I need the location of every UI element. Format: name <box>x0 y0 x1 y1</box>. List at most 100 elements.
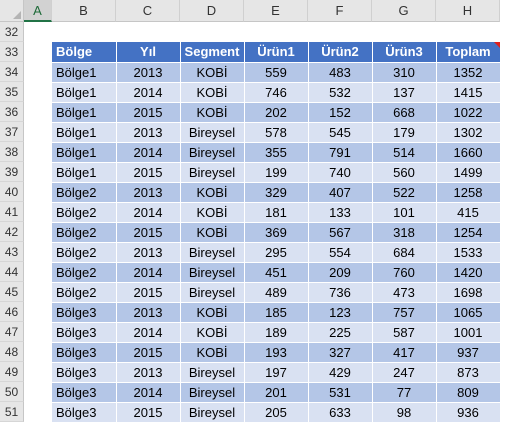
header-yil[interactable]: Yıl <box>116 42 181 63</box>
cell-toplam[interactable]: 415 <box>436 202 501 223</box>
row-header[interactable]: 51 <box>0 402 24 422</box>
column-header-e[interactable]: E <box>244 0 308 22</box>
cell-urun3[interactable]: 760 <box>372 262 437 283</box>
row-header[interactable]: 36 <box>0 102 24 122</box>
column-header-h[interactable]: H <box>436 0 500 22</box>
row-header[interactable]: 45 <box>0 282 24 302</box>
cell-segment[interactable]: Bireysel <box>180 242 245 263</box>
cell-urun3[interactable]: 98 <box>372 402 437 423</box>
cell-toplam[interactable]: 1258 <box>436 182 501 203</box>
cell-urun2[interactable]: 123 <box>308 302 373 323</box>
cell-urun1[interactable]: 199 <box>244 162 309 183</box>
cell-urun3[interactable]: 310 <box>372 62 437 83</box>
cell-bolge[interactable]: Bölge3 <box>52 362 117 383</box>
cell-urun3[interactable]: 757 <box>372 302 437 323</box>
cell-yil[interactable]: 2014 <box>116 262 181 283</box>
cell-bolge[interactable]: Bölge1 <box>52 102 117 123</box>
cell-bolge[interactable]: Bölge3 <box>52 342 117 363</box>
cell-toplam[interactable]: 1420 <box>436 262 501 283</box>
row-header[interactable]: 50 <box>0 382 24 402</box>
cell-urun1[interactable]: 202 <box>244 102 309 123</box>
cell-bolge[interactable]: Bölge2 <box>52 182 117 203</box>
cell-urun2[interactable]: 327 <box>308 342 373 363</box>
cell-segment[interactable]: KOBİ <box>180 62 245 83</box>
cell-segment[interactable]: KOBİ <box>180 222 245 243</box>
cell-urun2[interactable]: 225 <box>308 322 373 343</box>
cell-yil[interactable]: 2015 <box>116 162 181 183</box>
cell-urun1[interactable]: 355 <box>244 142 309 163</box>
cell-urun2[interactable]: 545 <box>308 122 373 143</box>
cell-urun1[interactable]: 185 <box>244 302 309 323</box>
cell-segment[interactable]: KOBİ <box>180 342 245 363</box>
cell-bolge[interactable]: Bölge2 <box>52 242 117 263</box>
cell-urun3[interactable]: 77 <box>372 382 437 403</box>
cell-urun2[interactable]: 532 <box>308 82 373 103</box>
row-header[interactable]: 37 <box>0 122 24 142</box>
cell-bolge[interactable]: Bölge2 <box>52 222 117 243</box>
cell-urun3[interactable]: 137 <box>372 82 437 103</box>
cell-urun1[interactable]: 197 <box>244 362 309 383</box>
cell-bolge[interactable]: Bölge1 <box>52 162 117 183</box>
cell-urun2[interactable]: 429 <box>308 362 373 383</box>
cell-yil[interactable]: 2014 <box>116 202 181 223</box>
cell-toplam[interactable]: 1698 <box>436 282 501 303</box>
cell-urun3[interactable]: 101 <box>372 202 437 223</box>
cell-yil[interactable]: 2014 <box>116 382 181 403</box>
cell-bolge[interactable]: Bölge1 <box>52 142 117 163</box>
cell-urun1[interactable]: 329 <box>244 182 309 203</box>
cell-urun1[interactable]: 181 <box>244 202 309 223</box>
cell-toplam[interactable]: 809 <box>436 382 501 403</box>
cell-yil[interactable]: 2013 <box>116 182 181 203</box>
row-header[interactable]: 32 <box>0 22 24 42</box>
column-header-g[interactable]: G <box>372 0 436 22</box>
cell-urun3[interactable]: 179 <box>372 122 437 143</box>
cell-urun3[interactable]: 473 <box>372 282 437 303</box>
cell-urun1[interactable]: 201 <box>244 382 309 403</box>
cell-yil[interactable]: 2015 <box>116 402 181 423</box>
cell-urun3[interactable]: 684 <box>372 242 437 263</box>
cell-yil[interactable]: 2013 <box>116 62 181 83</box>
cell-yil[interactable]: 2015 <box>116 222 181 243</box>
cell-segment[interactable]: Bireysel <box>180 282 245 303</box>
cell-urun2[interactable]: 483 <box>308 62 373 83</box>
row-header[interactable]: 42 <box>0 222 24 242</box>
cell-urun3[interactable]: 560 <box>372 162 437 183</box>
cell-segment[interactable]: KOBİ <box>180 82 245 103</box>
cell-segment[interactable]: Bireysel <box>180 262 245 283</box>
cell-bolge[interactable]: Bölge1 <box>52 82 117 103</box>
cell-urun1[interactable]: 451 <box>244 262 309 283</box>
cell-segment[interactable]: Bireysel <box>180 362 245 383</box>
cell-urun3[interactable]: 247 <box>372 362 437 383</box>
row-header[interactable]: 34 <box>0 62 24 82</box>
cell-yil[interactable]: 2014 <box>116 142 181 163</box>
cell-toplam[interactable]: 1352 <box>436 62 501 83</box>
cell-toplam[interactable]: 1302 <box>436 122 501 143</box>
cell-toplam[interactable]: 1022 <box>436 102 501 123</box>
cell-segment[interactable]: KOBİ <box>180 302 245 323</box>
cell-urun2[interactable]: 633 <box>308 402 373 423</box>
cell-segment[interactable]: Bireysel <box>180 122 245 143</box>
column-header-f[interactable]: F <box>308 0 372 22</box>
cell-urun1[interactable]: 205 <box>244 402 309 423</box>
cell-urun3[interactable]: 514 <box>372 142 437 163</box>
cell-toplam[interactable]: 1533 <box>436 242 501 263</box>
cell-urun2[interactable]: 133 <box>308 202 373 223</box>
cell-urun2[interactable]: 736 <box>308 282 373 303</box>
column-header-d[interactable]: D <box>180 0 244 22</box>
cell-urun1[interactable]: 746 <box>244 82 309 103</box>
cell-toplam[interactable]: 1499 <box>436 162 501 183</box>
cell-bolge[interactable]: Bölge3 <box>52 302 117 323</box>
cell-urun3[interactable]: 417 <box>372 342 437 363</box>
cell-yil[interactable]: 2014 <box>116 322 181 343</box>
cell-segment[interactable]: Bireysel <box>180 382 245 403</box>
cell-toplam[interactable]: 1065 <box>436 302 501 323</box>
cell-toplam[interactable]: 1660 <box>436 142 501 163</box>
cell-urun3[interactable]: 587 <box>372 322 437 343</box>
cell-yil[interactable]: 2015 <box>116 102 181 123</box>
cell-segment[interactable]: KOBİ <box>180 182 245 203</box>
cell-bolge[interactable]: Bölge3 <box>52 322 117 343</box>
row-header[interactable]: 47 <box>0 322 24 342</box>
row-header[interactable]: 35 <box>0 82 24 102</box>
row-header[interactable]: 38 <box>0 142 24 162</box>
cell-urun3[interactable]: 522 <box>372 182 437 203</box>
